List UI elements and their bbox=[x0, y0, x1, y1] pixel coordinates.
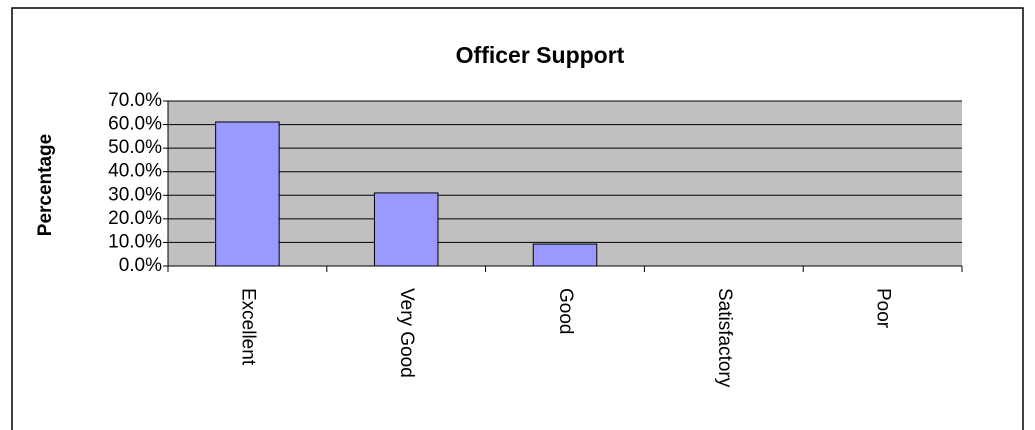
y-axis-label: Percentage bbox=[35, 134, 56, 236]
y-tick-label: 50.0% bbox=[108, 137, 162, 158]
x-tick-label: Excellent bbox=[237, 288, 258, 366]
x-tick-label: Poor bbox=[873, 288, 894, 329]
bar bbox=[373, 192, 439, 267]
y-tick-label: 10.0% bbox=[108, 231, 162, 252]
y-tick-label: 70.0% bbox=[108, 90, 162, 111]
y-tick-label: 20.0% bbox=[108, 208, 162, 229]
bar bbox=[532, 243, 598, 267]
chart-title: Officer Support bbox=[456, 42, 625, 68]
plot-area bbox=[168, 101, 962, 266]
x-tick-label: Satisfactory bbox=[714, 288, 735, 388]
bar bbox=[215, 121, 280, 267]
y-tick-label: 60.0% bbox=[108, 114, 162, 135]
x-tick-label: Very Good bbox=[396, 288, 417, 378]
y-tick-label: 0.0% bbox=[119, 255, 162, 276]
y-tick-label: 40.0% bbox=[108, 161, 162, 182]
y-tick-label: 30.0% bbox=[108, 184, 162, 205]
x-tick-label: Good bbox=[555, 288, 576, 334]
